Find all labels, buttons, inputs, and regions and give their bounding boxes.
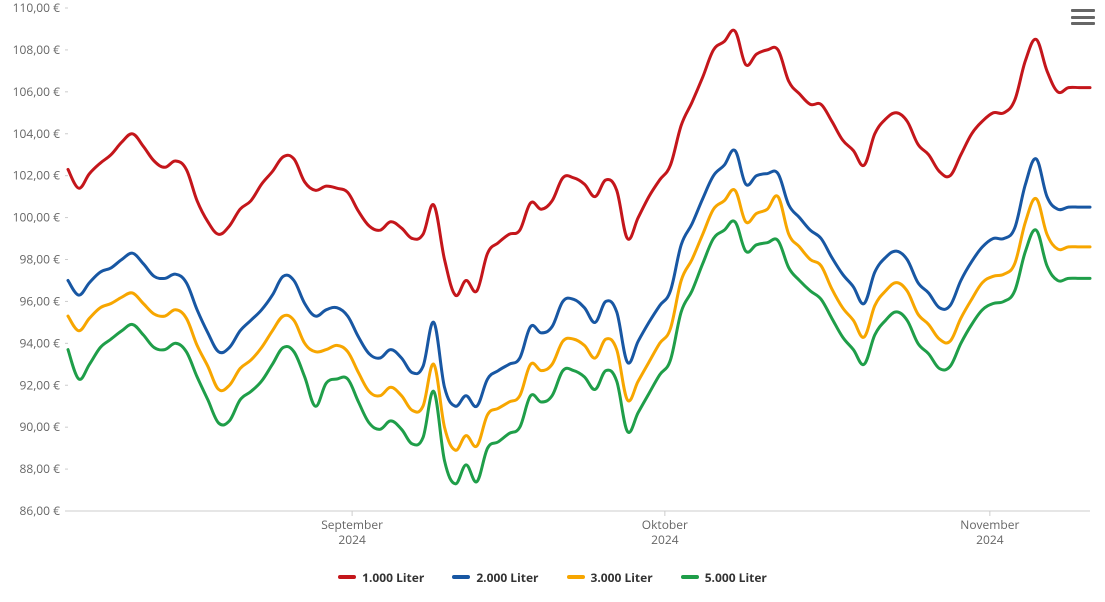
- y-tick: 110,00 €: [13, 0, 68, 16]
- svg-text:96,00 €: 96,00 €: [19, 292, 60, 309]
- x-tick: November2024: [960, 511, 1019, 548]
- legend-item[interactable]: 3.000 Liter: [567, 569, 653, 586]
- svg-text:102,00 €: 102,00 €: [13, 167, 61, 184]
- legend-swatch: [567, 575, 585, 579]
- svg-text:88,00 €: 88,00 €: [19, 460, 60, 477]
- svg-text:110,00 €: 110,00 €: [13, 0, 61, 16]
- x-tick: Oktober2024: [642, 511, 688, 548]
- legend-item[interactable]: 2.000 Liter: [452, 569, 538, 586]
- y-tick: 104,00 €: [13, 125, 68, 142]
- y-tick: 96,00 €: [19, 292, 68, 309]
- y-tick: 100,00 €: [13, 209, 68, 226]
- svg-text:2024: 2024: [976, 531, 1004, 548]
- y-tick: 86,00 €: [19, 502, 68, 519]
- svg-text:100,00 €: 100,00 €: [13, 209, 61, 226]
- svg-text:108,00 €: 108,00 €: [13, 41, 61, 58]
- y-tick: 106,00 €: [13, 83, 68, 100]
- legend-swatch: [681, 575, 699, 579]
- series-line: [68, 30, 1090, 295]
- y-tick: 90,00 €: [19, 418, 68, 435]
- legend-swatch: [452, 575, 470, 579]
- svg-text:90,00 €: 90,00 €: [19, 418, 60, 435]
- legend-swatch: [338, 575, 356, 579]
- legend-label: 5.000 Liter: [705, 569, 767, 586]
- plot-area: 86,00 € 88,00 € 90,00 € 92,00 € 94,00 € 96,00…: [0, 0, 1105, 602]
- svg-text:86,00 €: 86,00 €: [19, 502, 60, 519]
- legend-label: 2.000 Liter: [476, 569, 538, 586]
- svg-text:106,00 €: 106,00 €: [13, 83, 61, 100]
- legend-item[interactable]: 1.000 Liter: [338, 569, 424, 586]
- y-tick: 88,00 €: [19, 460, 68, 477]
- svg-text:94,00 €: 94,00 €: [19, 334, 60, 351]
- svg-text:2024: 2024: [651, 531, 679, 548]
- series-line: [68, 190, 1090, 451]
- legend-label: 3.000 Liter: [591, 569, 653, 586]
- svg-text:2024: 2024: [338, 531, 366, 548]
- price-chart: 86,00 € 88,00 € 90,00 € 92,00 € 94,00 € 96,00…: [0, 0, 1105, 602]
- svg-text:92,00 €: 92,00 €: [19, 376, 60, 393]
- legend-label: 1.000 Liter: [362, 569, 424, 586]
- y-tick: 98,00 €: [19, 251, 68, 268]
- legend-item[interactable]: 5.000 Liter: [681, 569, 767, 586]
- svg-text:98,00 €: 98,00 €: [19, 251, 60, 268]
- x-tick: September2024: [321, 511, 383, 548]
- y-tick: 102,00 €: [13, 167, 68, 184]
- y-tick: 94,00 €: [19, 334, 68, 351]
- legend: 1.000 Liter 2.000 Liter 3.000 Liter 5.000 L…: [0, 566, 1105, 586]
- svg-text:104,00 €: 104,00 €: [13, 125, 61, 142]
- y-tick: 108,00 €: [13, 41, 68, 58]
- y-tick: 92,00 €: [19, 376, 68, 393]
